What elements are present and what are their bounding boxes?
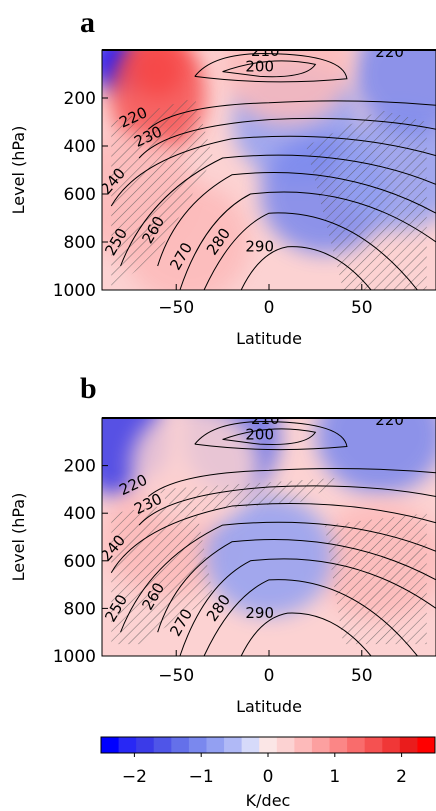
colorbar-swatch (399, 737, 418, 753)
contour-label-210: 210 (251, 42, 280, 60)
colorbar-tick-label: 2 (396, 767, 407, 787)
colorbar-swatch (311, 737, 331, 753)
x-tick-label: 0 (264, 298, 275, 318)
panel-label-a: a (80, 6, 95, 39)
colorbar-swatch (276, 737, 295, 753)
y-tick-label: 400 (64, 137, 96, 157)
x-axis-title: Latitude (236, 329, 302, 348)
x-tick-label: 0 (264, 666, 275, 686)
x-axis-title: Latitude (236, 697, 302, 716)
y-tick-label: 600 (64, 552, 96, 572)
contour-label-220-upper: 220 (375, 411, 404, 429)
colorbar-tick-label: −1 (189, 767, 214, 787)
x-tick-label: 50 (351, 298, 373, 318)
trend-region (353, 50, 436, 134)
contour-200 (222, 60, 317, 78)
contour-220 (148, 100, 436, 130)
colorbar-swatch (364, 737, 383, 753)
colorbar-swatch (206, 737, 225, 753)
y-tick-label: 600 (64, 185, 96, 205)
contour-label-290: 290 (245, 604, 274, 622)
colorbar-swatch (329, 737, 348, 753)
colorbar-swatch (382, 737, 401, 753)
contour-label-210: 210 (251, 410, 280, 428)
contour-280 (203, 579, 418, 656)
y-tick-label: 1000 (53, 281, 96, 301)
x-tick-label: −50 (158, 298, 194, 318)
contour-260 (157, 171, 436, 267)
colorbar-swatch (347, 737, 366, 753)
contour-lines (110, 53, 436, 290)
colorbar-label: K/dec (246, 791, 291, 810)
panel-label-b: b (80, 372, 97, 405)
contour-210 (194, 53, 348, 83)
colorbar-swatch (136, 737, 155, 753)
significance-hatching (111, 98, 214, 290)
contour-290 (240, 612, 372, 656)
significance-hatching (324, 513, 427, 645)
colorbar-swatch (188, 737, 207, 753)
y-tick-label: 200 (64, 89, 96, 109)
contour-200 (222, 428, 317, 446)
contour-210 (194, 421, 348, 451)
contour-240 (110, 135, 436, 207)
contour-270 (179, 191, 436, 290)
contour-270 (179, 558, 436, 656)
colorbar-swatch (118, 737, 137, 753)
colorbar-swatch (241, 737, 260, 753)
x-tick-label: −50 (158, 666, 194, 686)
contour-label-200: 200 (245, 425, 274, 443)
significance-hatching (306, 110, 427, 290)
contour-260 (157, 538, 436, 633)
contour-230 (138, 485, 436, 526)
colorbar-swatch (171, 737, 190, 753)
contour-lines (110, 421, 436, 656)
colorbar-swatch (259, 737, 278, 753)
trend-region (316, 418, 436, 495)
x-tick-label: 50 (351, 666, 373, 686)
y-axis-title: Level (hPa) (9, 126, 28, 215)
y-tick-label: 800 (64, 599, 96, 619)
contour-label-220-upper: 220 (375, 43, 404, 61)
colorbar: −2 −1 0 1 2 K/dec (100, 736, 436, 810)
trend-region (223, 50, 352, 125)
y-axis-title: Level (hPa) (9, 493, 28, 582)
contour-290 (240, 246, 372, 290)
y-tick-label: 400 (64, 504, 96, 524)
y-tick-label: 200 (64, 457, 96, 477)
y-tick-label: 1000 (53, 647, 96, 667)
colorbar-swatch (153, 737, 172, 753)
colorbar-tick-label: 1 (329, 767, 340, 787)
contour-250 (120, 521, 436, 633)
colorbar-swatch (294, 737, 313, 753)
trend-region (205, 496, 333, 617)
colorbar-swatch (101, 737, 120, 753)
significance-hatching (111, 501, 214, 645)
y-tick-label: 800 (64, 233, 96, 253)
colorbar-swatch (417, 737, 436, 753)
contour-240 (110, 503, 436, 573)
contour-280 (203, 212, 418, 290)
colorbar-tick-label: −2 (122, 767, 147, 787)
contour-220 (148, 467, 436, 497)
contour-230 (138, 117, 436, 159)
colorbar-tick-label: 0 (263, 767, 274, 787)
colorbar-swatch (224, 737, 243, 753)
contour-label-200: 200 (245, 58, 274, 76)
contour-label-290: 290 (245, 238, 274, 256)
contour-250 (120, 154, 436, 267)
